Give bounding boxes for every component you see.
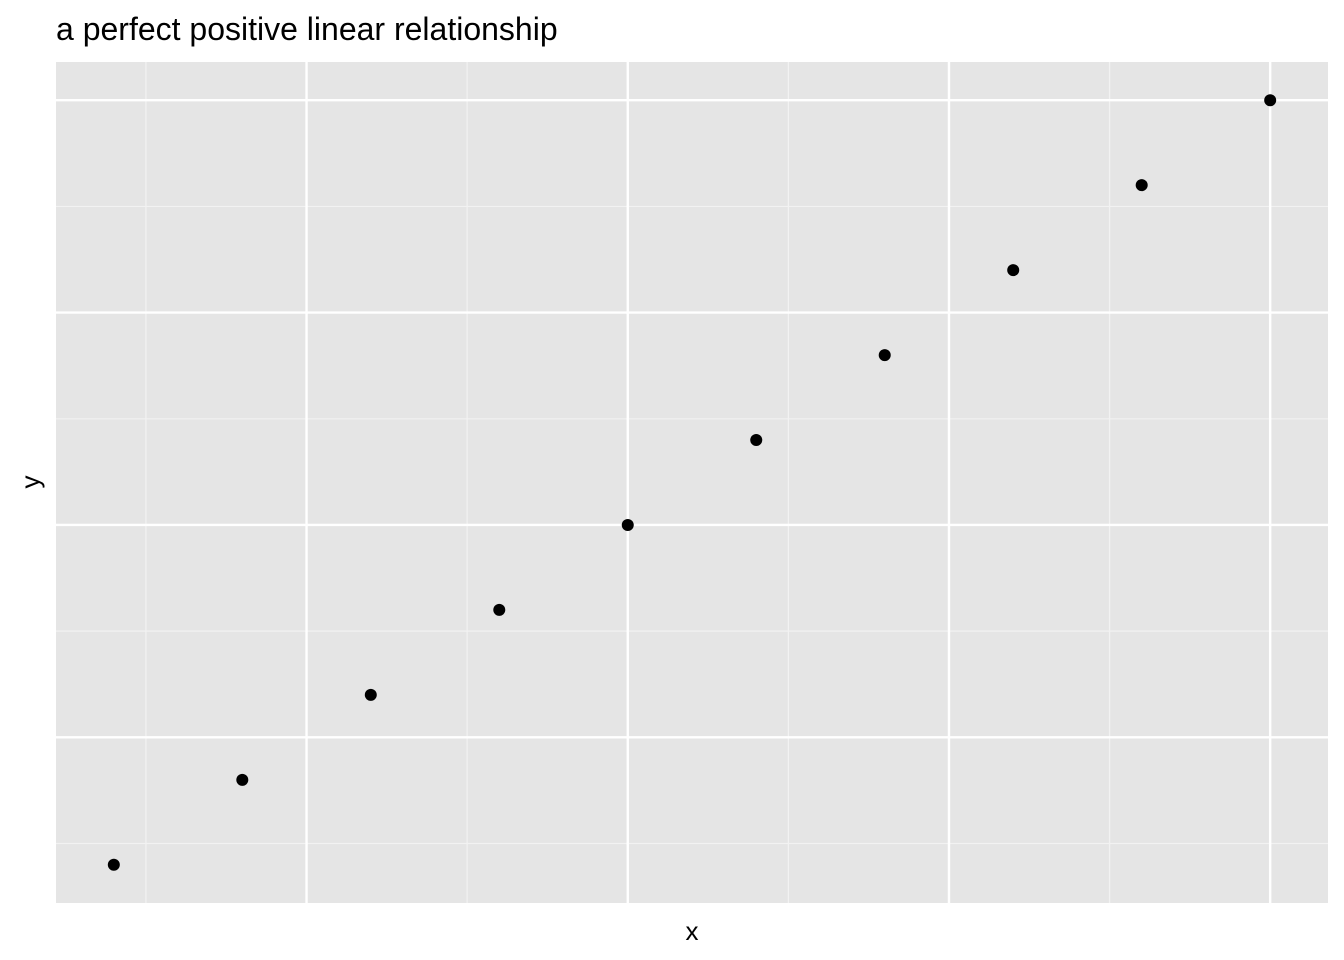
x-axis-label: x [686, 916, 699, 946]
point [621, 518, 634, 531]
point [364, 688, 377, 701]
chart-title: a perfect positive linear relationship [56, 11, 558, 47]
point [1135, 179, 1148, 192]
point [1007, 264, 1020, 277]
point [878, 349, 891, 362]
y-axis-label: y [15, 476, 45, 489]
point [493, 603, 506, 616]
point [1264, 94, 1277, 107]
point [236, 773, 249, 786]
point [107, 858, 120, 871]
point [750, 434, 763, 447]
panel [56, 62, 1328, 903]
